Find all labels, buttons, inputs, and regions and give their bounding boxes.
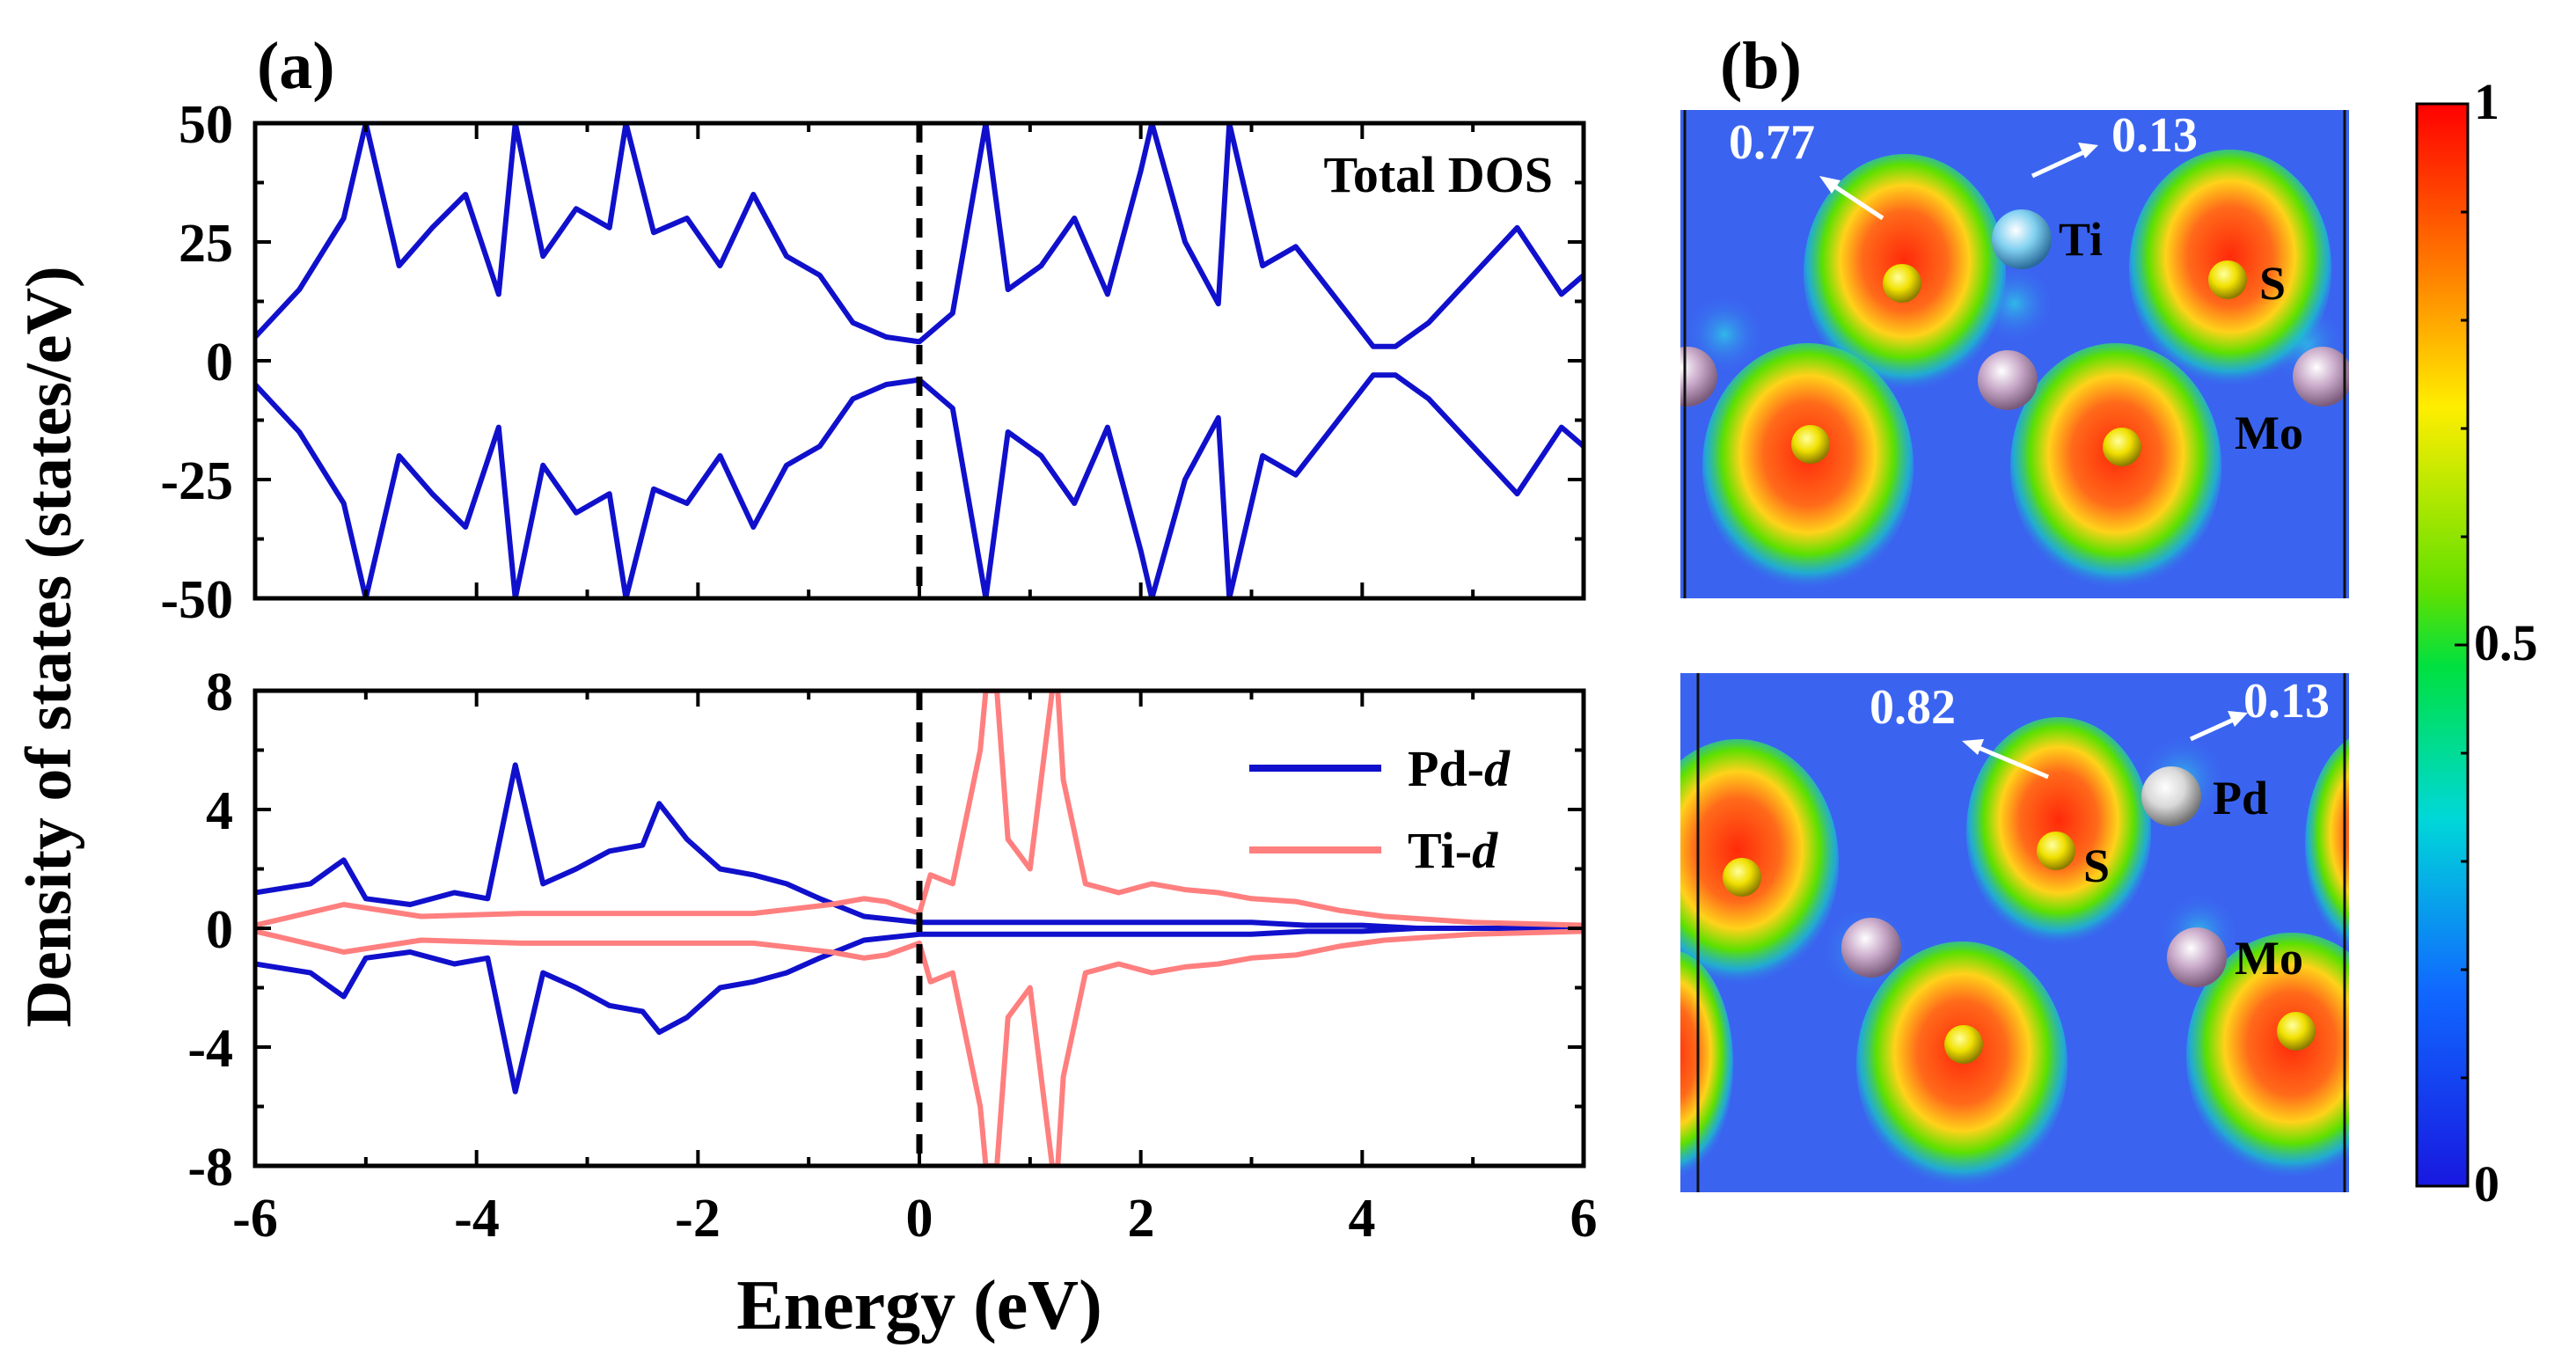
top-ytick-neg50: -50: [160, 570, 233, 630]
arrow-082: [1970, 742, 2049, 780]
series-line-projected-1: [255, 926, 1584, 1095]
xtick-2: 2: [1128, 1189, 1155, 1249]
legend-label-pd: Pd-d: [1408, 740, 1511, 797]
series-line-projected-0: [255, 762, 1584, 931]
value-082: 0.82: [1870, 680, 1956, 735]
atom-label-pd: Pd: [2213, 772, 2268, 824]
s-atom: [2103, 428, 2141, 466]
legend-label-ti: Ti-d: [1408, 822, 1498, 879]
mo-atom: [1978, 350, 2038, 410]
s-atom: [1883, 264, 1921, 303]
bottom-ytick-0: 0: [206, 900, 233, 960]
top-ytick-50: 50: [179, 95, 233, 155]
s-atom: [2277, 1012, 2316, 1051]
xtick-0: 0: [906, 1189, 933, 1249]
value-013-top: 0.13: [2111, 108, 2198, 163]
s-atom: [2208, 260, 2247, 299]
density-blob: [1966, 717, 2151, 946]
colorbar-tick-0: 0: [2474, 1155, 2499, 1212]
bottom-ytick-8: 8: [206, 663, 233, 722]
projected-dos-lines: [255, 691, 1584, 1166]
top-ytick-neg25: -25: [160, 451, 233, 511]
atom-label-s-top: S: [2259, 257, 2286, 310]
xtick-4: 4: [1349, 1189, 1376, 1249]
series-line-total-0: [255, 123, 1584, 349]
panel-label-b: (b): [1720, 29, 1802, 103]
value-077: 0.77: [1729, 115, 1815, 170]
s-atom: [1723, 858, 1761, 897]
arrow-013-bottom: [2189, 714, 2241, 742]
y-axis-label: Density of states (states/eV): [13, 266, 85, 1027]
pd-atom: [2141, 766, 2201, 826]
ti-atom: [1992, 209, 2052, 269]
bottom-ytick-neg4: -4: [187, 1019, 233, 1079]
density-blob: [2186, 933, 2349, 1179]
colorbar-tick-1: 1: [2474, 73, 2499, 130]
projected-dos-plot: 8 4 0 -4 -8 -6 -4 -2 0 2 4 6 Energy (eV)…: [187, 663, 1597, 1344]
top-ytick-0: 0: [206, 333, 233, 392]
xtick-neg2: -2: [675, 1189, 721, 1249]
top-ytick-25: 25: [179, 214, 233, 274]
colorbar-tick-05: 0.5: [2474, 614, 2538, 671]
legend: Pd-d Ti-d: [1249, 740, 1511, 879]
mo-atom: [1680, 347, 1717, 407]
density-blob: [2010, 343, 2221, 590]
colorbar: 1 0.5 0: [2415, 73, 2538, 1212]
atom-label-mo-bottom: Mo: [2235, 932, 2303, 985]
mo-atom: [2293, 347, 2349, 407]
bottom-ytick-neg8: -8: [187, 1138, 233, 1198]
panel-label-a: (a): [257, 29, 335, 103]
projected-dos-ticks: [253, 689, 1585, 1168]
s-atom: [2037, 832, 2075, 870]
charge-density-map-pd: 0.82 0.13 Pd S Mo: [1680, 673, 2349, 1192]
atom-label-s-bottom: S: [2083, 839, 2110, 892]
series-line-projected-3: [255, 928, 1584, 1166]
xtick-neg4: -4: [454, 1189, 500, 1249]
mo-atom: [2167, 927, 2227, 987]
value-013-bottom: 0.13: [2243, 674, 2330, 729]
charge-density-map-ti: 0.77 0.13 Ti S Mo: [1680, 108, 2349, 598]
total-dos-annotation: Total DOS: [1323, 146, 1553, 203]
arrow-013-top: [2031, 147, 2091, 179]
density-blob: [1702, 343, 1914, 590]
xtick-neg6: -6: [232, 1189, 278, 1249]
density-blob: [1680, 739, 1839, 985]
total-dos-ticks: [253, 121, 1585, 600]
total-dos-plot: 50 25 0 -25 -50 Total DOS: [160, 95, 1586, 630]
xtick-6: 6: [1570, 1189, 1598, 1249]
bottom-ytick-4: 4: [206, 781, 233, 841]
atom-label-mo-top: Mo: [2235, 407, 2303, 459]
series-line-projected-2: [255, 691, 1584, 928]
atom-label-ti: Ti: [2059, 213, 2103, 266]
mo-atom: [1841, 918, 1901, 978]
x-axis-label: Energy (eV): [736, 1267, 1101, 1344]
density-blob: [1856, 941, 2067, 1188]
s-atom: [1791, 425, 1830, 464]
s-atom: [1944, 1025, 1983, 1064]
